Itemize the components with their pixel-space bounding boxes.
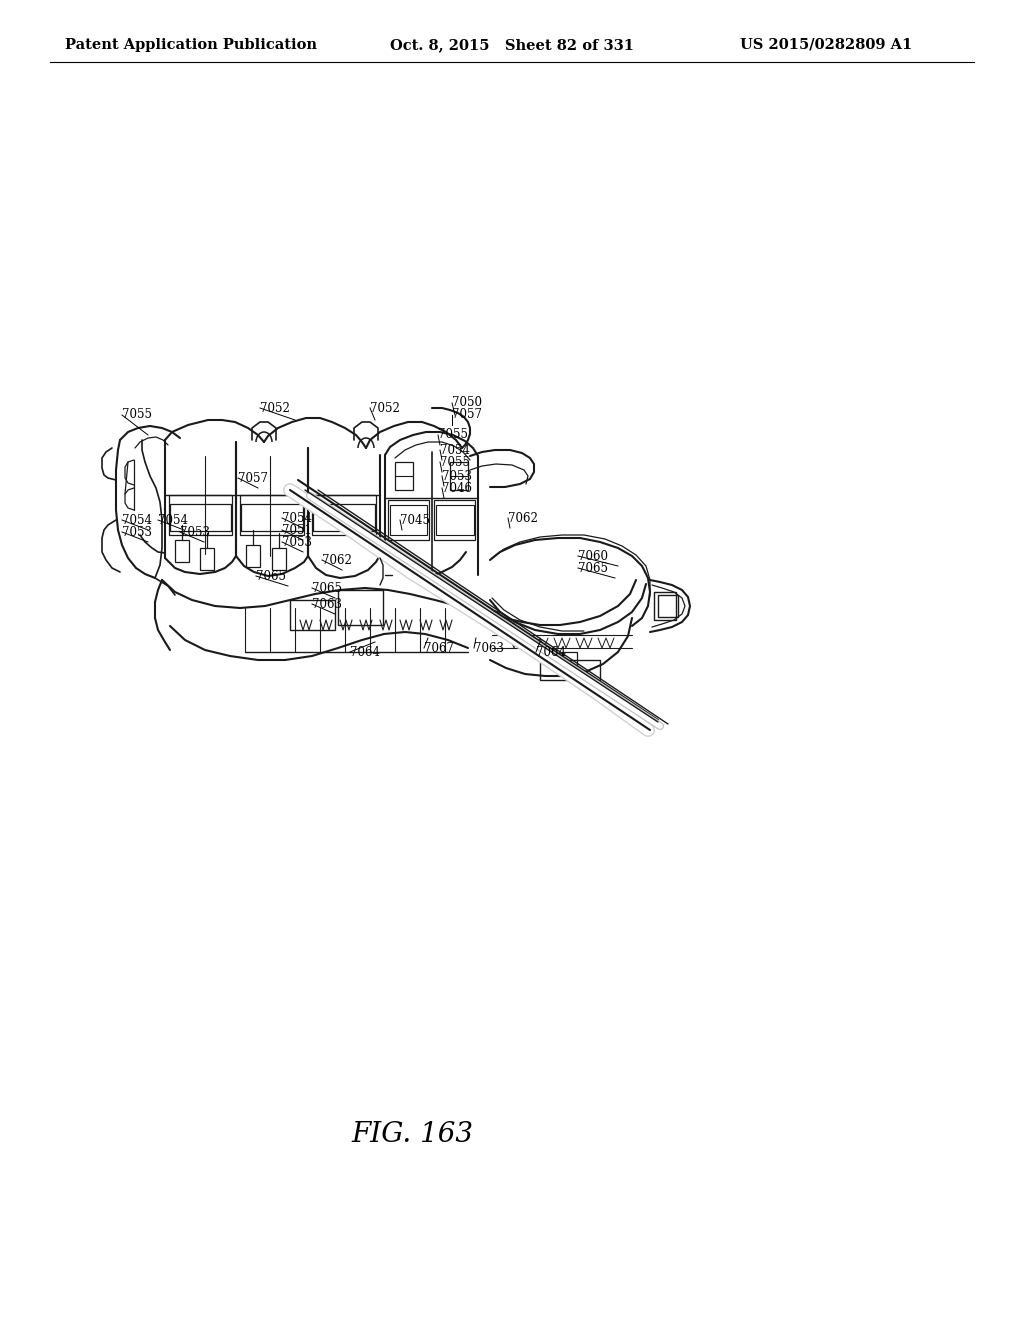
Bar: [313, 504, 375, 531]
Text: 7057: 7057: [452, 408, 482, 421]
Text: 7053: 7053: [282, 536, 312, 549]
Text: 7051: 7051: [282, 524, 312, 536]
Bar: [658, 595, 678, 616]
Bar: [388, 500, 429, 540]
Text: 7052: 7052: [370, 401, 400, 414]
Text: 7054: 7054: [122, 513, 152, 527]
Text: 7062: 7062: [322, 553, 352, 566]
Bar: [338, 590, 383, 624]
Text: 7054: 7054: [440, 444, 470, 457]
Text: 7053: 7053: [180, 525, 210, 539]
Bar: [272, 548, 286, 570]
Bar: [175, 540, 189, 562]
Text: 7065: 7065: [312, 582, 342, 594]
Bar: [654, 591, 676, 620]
Text: 7055: 7055: [440, 455, 470, 469]
Bar: [246, 545, 260, 568]
Bar: [450, 462, 468, 490]
Text: 7050: 7050: [452, 396, 482, 409]
Bar: [170, 504, 231, 531]
Text: 7065: 7065: [256, 569, 286, 582]
Text: 7055: 7055: [438, 429, 468, 441]
Text: 7065: 7065: [578, 561, 608, 574]
Bar: [169, 495, 232, 535]
Bar: [200, 548, 214, 570]
Text: 7064: 7064: [536, 645, 566, 659]
Bar: [240, 495, 304, 535]
Text: 7054: 7054: [282, 511, 312, 524]
Text: 7062: 7062: [508, 511, 538, 524]
Bar: [434, 500, 475, 540]
Text: 7045: 7045: [400, 513, 430, 527]
Text: 7060: 7060: [578, 549, 608, 562]
Bar: [241, 504, 303, 531]
Text: 7046: 7046: [442, 482, 472, 495]
Text: 7053: 7053: [122, 525, 152, 539]
Text: 7063: 7063: [312, 598, 342, 610]
Text: 7067: 7067: [424, 642, 454, 655]
Bar: [390, 506, 427, 535]
Text: Oct. 8, 2015   Sheet 82 of 331: Oct. 8, 2015 Sheet 82 of 331: [390, 38, 634, 51]
Bar: [562, 652, 577, 671]
Text: 7055: 7055: [122, 408, 152, 421]
Bar: [436, 506, 474, 535]
Bar: [540, 660, 600, 680]
Text: Patent Application Publication: Patent Application Publication: [65, 38, 317, 51]
Text: 7057: 7057: [238, 471, 268, 484]
Text: 7054: 7054: [158, 513, 188, 527]
Text: 7053: 7053: [442, 470, 472, 483]
Text: US 2015/0282809 A1: US 2015/0282809 A1: [740, 38, 912, 51]
Text: 7064: 7064: [350, 645, 380, 659]
Text: FIG. 163: FIG. 163: [351, 1122, 473, 1148]
Bar: [312, 495, 376, 535]
Bar: [290, 601, 335, 630]
Bar: [395, 462, 413, 490]
Text: 7063: 7063: [474, 642, 504, 655]
Text: 7052: 7052: [260, 401, 290, 414]
